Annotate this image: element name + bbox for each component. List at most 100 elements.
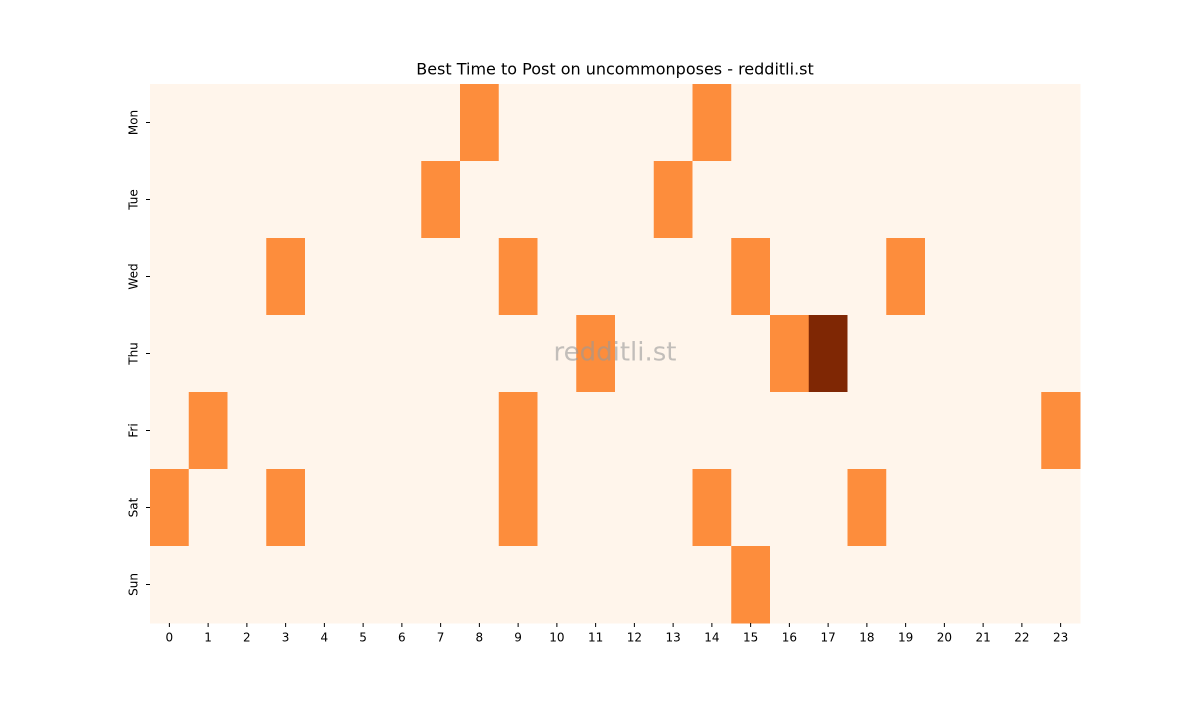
- heatmap-cell: [576, 315, 616, 393]
- heatmap-cell: [421, 315, 461, 393]
- heatmap-cell: [537, 238, 577, 316]
- heatmap-cell: [615, 315, 655, 393]
- heatmap-cell: [1002, 161, 1042, 239]
- heatmap-cell: [963, 315, 1003, 393]
- heatmap-cell: [266, 84, 306, 162]
- heatmap-cell: [266, 546, 306, 624]
- heatmap-cell: [150, 392, 190, 470]
- heatmap-cell: [692, 469, 732, 547]
- heatmap-cell: [305, 161, 345, 239]
- heatmap-cell: [537, 315, 577, 393]
- heatmap-cell: [382, 161, 422, 239]
- heatmap-cell: [305, 84, 345, 162]
- watermark: redditli.st: [554, 338, 677, 368]
- x-tick-label: 14: [704, 631, 719, 645]
- heatmap-cell: [421, 238, 461, 316]
- heatmap-cell: [886, 84, 926, 162]
- heatmap-cell: [498, 469, 538, 547]
- heatmap-cell: [382, 315, 422, 393]
- heatmap-cell: [1041, 315, 1081, 393]
- heatmap-cell: [847, 315, 887, 393]
- heatmap-cell: [653, 392, 693, 470]
- heatmap-cell: [343, 546, 383, 624]
- heatmap-cell: [576, 84, 616, 162]
- heatmap-cell: [188, 392, 228, 470]
- heatmap-cell: [305, 315, 345, 393]
- heatmap-cell: [963, 84, 1003, 162]
- x-tick-label: 21: [975, 631, 990, 645]
- heatmap-cell: [150, 469, 190, 547]
- heatmap-cell: [808, 469, 848, 547]
- heatmap-cell: [150, 315, 190, 393]
- heatmap-cell: [576, 161, 616, 239]
- heatmap-cell: [1002, 392, 1042, 470]
- heatmap-cell: [692, 315, 732, 393]
- heatmap-cell: [498, 161, 538, 239]
- heatmap-cell: [925, 84, 965, 162]
- heatmap-cell: [731, 84, 771, 162]
- x-tick-label: 2: [243, 631, 251, 645]
- heatmap-cell: [770, 392, 810, 470]
- heatmap-cell: [886, 315, 926, 393]
- heatmap-cell: [498, 392, 538, 470]
- heatmap-cell: [460, 392, 500, 470]
- heatmap-cell: [537, 546, 577, 624]
- heatmap-cell: [498, 315, 538, 393]
- heatmap-cell: [537, 392, 577, 470]
- y-tick-label: Sun: [127, 573, 141, 596]
- heatmap-cell: [576, 469, 616, 547]
- heatmap-cell: [382, 392, 422, 470]
- heatmap-cell: [653, 238, 693, 316]
- heatmap-cell: [343, 84, 383, 162]
- heatmap-cell: [421, 392, 461, 470]
- heatmap-cell: [150, 546, 190, 624]
- y-tick-label: Sat: [127, 497, 141, 517]
- x-tick-label: 10: [549, 631, 564, 645]
- heatmap-cell: [653, 546, 693, 624]
- heatmap-cell: [925, 315, 965, 393]
- heatmap-cell: [886, 238, 926, 316]
- x-tick-label: 4: [321, 631, 329, 645]
- heatmap-cells: [150, 84, 1081, 624]
- heatmap-cell: [460, 161, 500, 239]
- heatmap-cell: [731, 161, 771, 239]
- x-tick-label: 9: [514, 631, 522, 645]
- heatmap-cell: [925, 392, 965, 470]
- heatmap-cell: [305, 392, 345, 470]
- heatmap-cell: [227, 238, 267, 316]
- heatmap-cell: [460, 469, 500, 547]
- heatmap-cell: [227, 469, 267, 547]
- x-tick-label: 16: [782, 631, 797, 645]
- heatmap-cell: [460, 546, 500, 624]
- heatmap-cell: [1002, 469, 1042, 547]
- heatmap-cell: [847, 238, 887, 316]
- heatmap-cell: [382, 546, 422, 624]
- x-tick-label: 13: [665, 631, 680, 645]
- heatmap-cell: [266, 315, 306, 393]
- heatmap-cell: [808, 546, 848, 624]
- heatmap-cell: [653, 315, 693, 393]
- heatmap-cell: [382, 469, 422, 547]
- heatmap-cell: [188, 469, 228, 547]
- heatmap-cell: [770, 238, 810, 316]
- heatmap-cell: [460, 238, 500, 316]
- heatmap-cell: [770, 161, 810, 239]
- y-tick-label: Thu: [127, 342, 141, 366]
- heatmap-cell: [343, 161, 383, 239]
- x-tick-label: 6: [398, 631, 406, 645]
- heatmap-cell: [1002, 238, 1042, 316]
- heatmap-cell: [266, 392, 306, 470]
- heatmap-cell: [537, 161, 577, 239]
- heatmap-cell: [692, 392, 732, 470]
- x-tick-label: 7: [437, 631, 445, 645]
- heatmap-cell: [808, 161, 848, 239]
- heatmap-cell: [227, 546, 267, 624]
- heatmap-cell: [305, 546, 345, 624]
- heatmap-cell: [692, 84, 732, 162]
- heatmap-cell: [847, 84, 887, 162]
- heatmap-cell: [305, 469, 345, 547]
- heatmap-cell: [188, 84, 228, 162]
- heatmap-cell: [615, 238, 655, 316]
- heatmap-cell: [925, 469, 965, 547]
- heatmap-cell: [150, 238, 190, 316]
